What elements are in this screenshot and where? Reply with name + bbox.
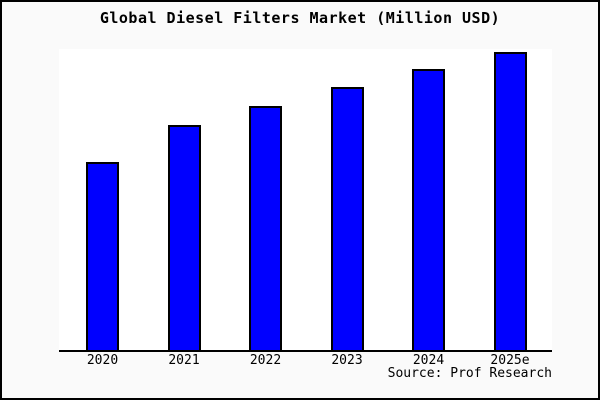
x-tick-label-2023: 2023 (331, 353, 363, 368)
bar-2023 (330, 87, 364, 350)
source-note: Source: Prof Research (387, 366, 552, 381)
x-tick-label-2024: 2024 (412, 353, 445, 368)
x-tick-label-2022: 2022 (249, 353, 282, 368)
bar-2020 (86, 162, 119, 350)
bar-2021 (167, 125, 201, 350)
x-tick-label-2020: 2020 (86, 353, 119, 368)
x-tick-label-2025e: 2025e (490, 353, 530, 368)
x-tick-label-2021: 2021 (168, 353, 200, 368)
chart-title: Global Diesel Filters Market (Million US… (99, 9, 501, 27)
bar-2024 (412, 69, 445, 350)
bar-2022 (249, 106, 282, 350)
plot-area (59, 49, 552, 352)
bar-2025e (493, 52, 527, 350)
